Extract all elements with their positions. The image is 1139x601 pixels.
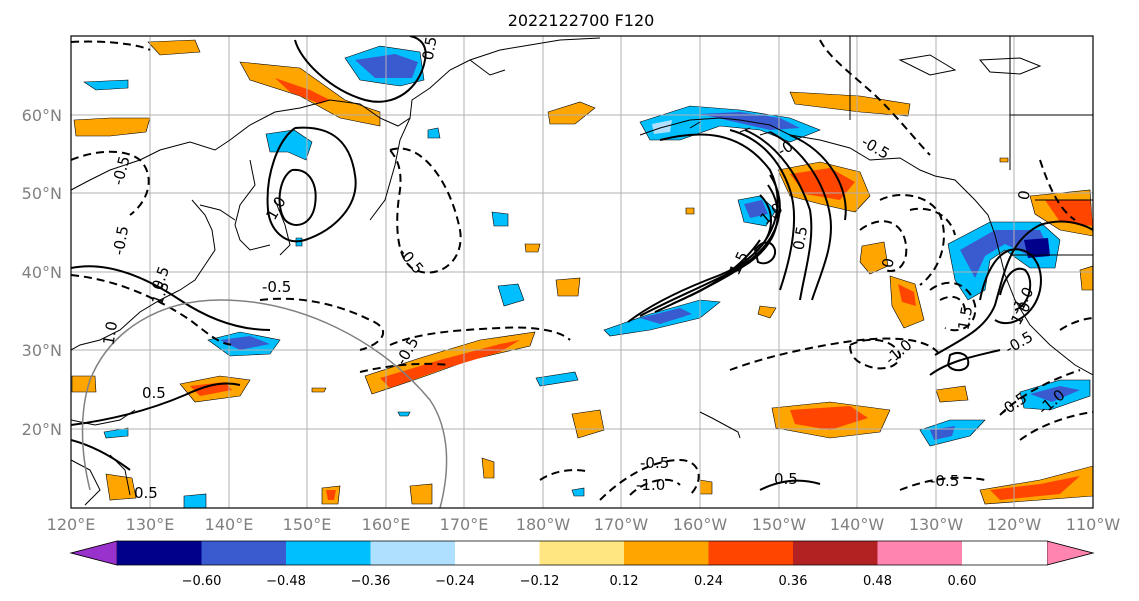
lat-tick-label: 30°N: [22, 341, 62, 360]
lat-tick-label: 50°N: [22, 184, 62, 203]
colorbar-segment: [201, 541, 286, 565]
lon-tick-label: 170°E: [440, 515, 489, 534]
lat-axis: 60°N 50°N 40°N 30°N 20°N: [22, 106, 62, 439]
colorbar-segment: [455, 541, 540, 565]
lon-tick-label: 130°E: [126, 515, 175, 534]
contour-lines: [71, 36, 1093, 508]
contour-label: -0.5: [640, 454, 669, 472]
figure-title: 2022122700 F120: [508, 11, 655, 30]
plot-frame: [70, 35, 1094, 509]
colorbar-segment: [708, 541, 793, 565]
colorbar-tick-label: 0.48: [863, 574, 892, 589]
colorbar-tick-label: 0.12: [610, 574, 639, 589]
contour-label: -1.0: [636, 476, 665, 494]
contour-label: 1.5: [954, 305, 976, 332]
colorbar-segment: [877, 541, 962, 565]
colorbar-segment: [962, 541, 1047, 565]
lat-tick-label: 20°N: [22, 420, 62, 439]
colorbar-tick-label: −0.24: [435, 574, 475, 589]
contour-label: 0.5: [142, 384, 166, 402]
colorbar-tick-label: −0.12: [520, 574, 560, 589]
lon-tick-label: 140°E: [205, 515, 254, 534]
contour-label: -0.5: [262, 278, 291, 296]
lon-axis: 120°E 130°E 140°E 150°E 160°E 170°E 180°…: [47, 515, 1121, 534]
contour-label: 0.5: [134, 484, 158, 502]
colorbar-segment: [793, 541, 878, 565]
colorbar-tick-label: 0.60: [948, 574, 977, 589]
colorbar: −0.60 −0.48 −0.36 −0.24 −0.12 0.12 0.24 …: [69, 540, 1095, 589]
colorbar-segment: [624, 541, 709, 565]
contour-label: 0.5: [789, 225, 811, 252]
contour-label: -0.5: [930, 472, 959, 490]
lon-tick-label: 120°E: [47, 515, 96, 534]
gridlines: [71, 36, 1093, 508]
lon-tick-label: 150°W: [752, 515, 807, 534]
contour-label: 1.0: [99, 320, 121, 347]
lon-tick-label: 150°E: [283, 515, 332, 534]
lon-tick-label: 120°W: [987, 515, 1042, 534]
lon-tick-label: 130°W: [909, 515, 964, 534]
lon-tick-label: 160°W: [673, 515, 728, 534]
lon-tick-label: 180°W: [516, 515, 571, 534]
lon-tick-label: 110°W: [1066, 515, 1121, 534]
colorbar-segment: [117, 541, 202, 565]
lon-tick-label: 160°E: [362, 515, 411, 534]
lon-tick-label: 170°W: [594, 515, 649, 534]
lon-tick-label: 140°W: [830, 515, 885, 534]
contour-label: -0.5: [109, 224, 132, 256]
lat-tick-label: 60°N: [22, 106, 62, 125]
colorbar-outline: [69, 540, 1095, 566]
contour-label: 0.5: [774, 470, 798, 488]
colorbar-extend-max: [1046, 540, 1095, 566]
contour-label: 0: [878, 257, 897, 270]
colorbar-ticks: −0.60 −0.48 −0.36 −0.24 −0.12 0.12 0.24 …: [182, 574, 977, 589]
colorbar-tick-label: −0.48: [266, 574, 306, 589]
colorbar-tick-label: 0.36: [779, 574, 808, 589]
lat-tick-label: 40°N: [22, 263, 62, 282]
contour-label: 0.5: [419, 35, 441, 62]
colorbar-tick-label: −0.60: [182, 574, 222, 589]
colorbar-segment: [370, 541, 455, 565]
colorbar-tick-label: 0.24: [694, 574, 723, 589]
contour-label: 0: [1014, 189, 1033, 202]
colorbar-extend-min: [69, 540, 118, 566]
colorbar-tick-label: −0.36: [351, 574, 391, 589]
colorbar-segment: [539, 541, 624, 565]
colorbar-segment: [286, 541, 371, 565]
